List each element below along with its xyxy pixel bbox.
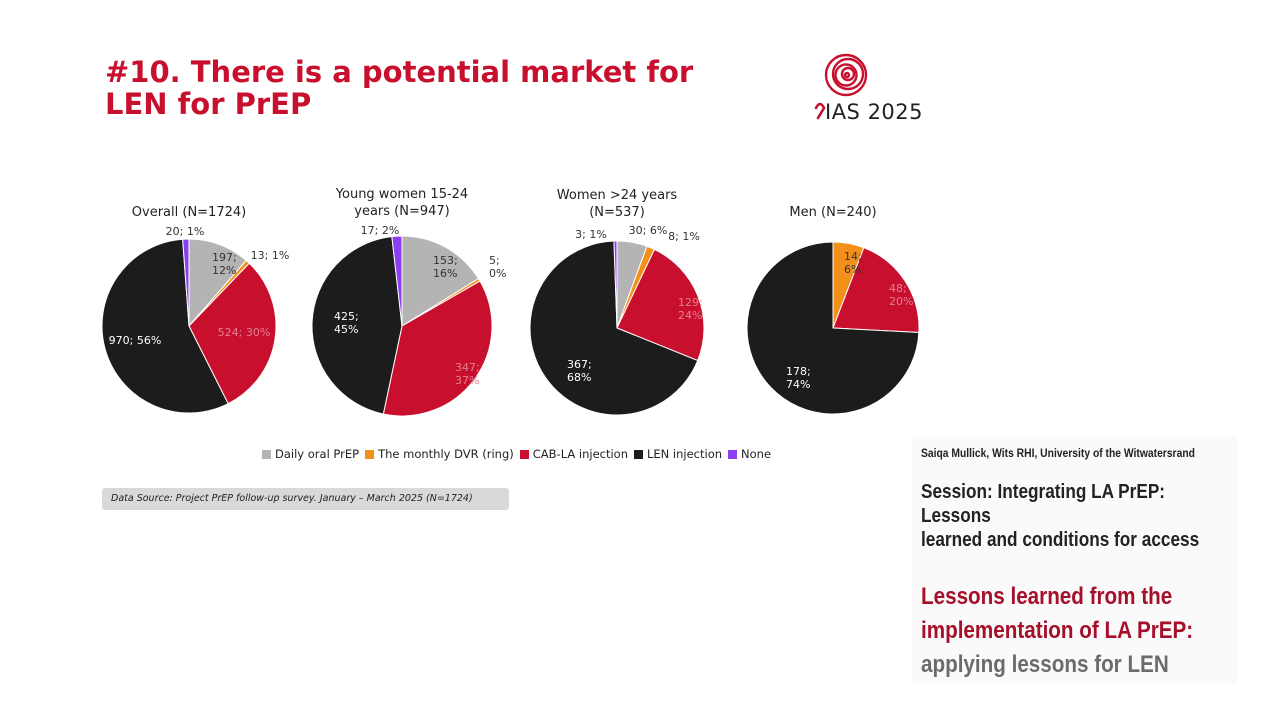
legend-swatch-len <box>634 449 643 459</box>
slide-title-line2: LEN for PrEP <box>105 87 312 121</box>
legend-label-len: LEN injection <box>647 447 723 461</box>
pie-slice-daily-oral-2 <box>401 235 480 327</box>
pie-slice-cab-la-3 <box>616 248 705 362</box>
pie-label-dvr-ring-2: 5; 0% <box>489 254 506 280</box>
pie-title-2: Young women 15-24 years (N=947) <box>335 187 468 219</box>
slide-title-line1: #10. There is a potential market for <box>105 55 694 89</box>
logo-text: IAS 2025 <box>825 100 924 124</box>
pie-label-daily-oral-1: 197; 12% <box>212 251 237 277</box>
legend-swatch-cab-la <box>519 449 529 459</box>
data-source-note: Data Source: Project PrEP follow-up surv… <box>102 488 509 510</box>
legend-item-cab-la: CAB-LA injection <box>519 447 628 461</box>
pie-chart-1: Overall (N=1724) 197; 12% 13; 1% 524; 30% 970… <box>101 205 290 414</box>
session-title-line2: learned and conditions for access <box>921 529 1200 551</box>
pie-label-daily-oral-3: 30; 6% <box>629 224 668 237</box>
pie-title-3: Women >24 years (N=537) <box>557 188 678 220</box>
legend-label-daily-oral: Daily oral PrEP <box>275 447 360 461</box>
pie-slice-len-1 <box>101 238 229 414</box>
lessons-line3: applying lessons for LEN <box>921 651 1169 678</box>
pie-slice-len-3 <box>529 240 699 416</box>
pie-chart-2: Young women 15-24 years (N=947) 153; 16% 5; 0… <box>311 187 506 417</box>
legend: Daily oral PrEP The monthly DVR (ring) C… <box>262 447 777 461</box>
pie-slice-len-2 <box>311 236 403 415</box>
pie-label-cab-la-3: 129; 24% <box>678 296 703 322</box>
pie-slice-cab-la-4 <box>832 247 920 334</box>
pie-label-none-1: 20; 1% <box>166 225 205 238</box>
pie-label-cab-la-2: 347; 37% <box>455 361 480 387</box>
lessons-title: Lessons learned from the implementation … <box>921 580 1231 682</box>
pie-title-1: Overall (N=1724) <box>132 205 246 220</box>
pie-slice-cab-la-2 <box>382 280 493 417</box>
pie-label-dvr-ring-1: 13; 1% <box>251 249 290 262</box>
pie-label-len-1: 970; 56% <box>109 334 162 347</box>
pie-label-dvr-ring-4: 14; 6% <box>844 250 862 276</box>
speaker-name: Saiqa Mullick, Wits RHI, University of t… <box>921 446 1195 460</box>
pie-slice-none-1 <box>182 238 190 327</box>
ias-logo-icon <box>814 53 868 120</box>
pie-chart-3: Women >24 years (N=537) 30; 6% 8; 1% 129; 24%… <box>529 188 705 416</box>
legend-label-none: None <box>741 447 772 461</box>
legend-item-dvr-ring: The monthly DVR (ring) <box>365 447 514 461</box>
legend-label-dvr-ring: The monthly DVR (ring) <box>378 447 514 461</box>
slide-title: #10. There is a potential market for LEN… <box>105 56 693 120</box>
legend-item-none: None <box>728 447 771 461</box>
legend-swatch-none <box>728 449 738 459</box>
pie-label-none-3: 3; 1% <box>575 228 607 241</box>
pie-label-daily-oral-2: 153; 16% <box>433 254 458 280</box>
pie-slice-daily-oral-1 <box>188 238 247 328</box>
legend-item-daily-oral: Daily oral PrEP <box>262 447 359 461</box>
pie-label-len-4: 178; 74% <box>786 365 811 391</box>
legend-label-cab-la: CAB-LA injection <box>532 447 628 461</box>
session-title: Session: Integrating LA PrEP: Lessons le… <box>921 480 1231 552</box>
pie-slice-none-2 <box>391 235 403 327</box>
pie-label-cab-la-1: 524; 30% <box>218 326 271 339</box>
pie-chart-4: Men (N=240) 14; 6% 48; 20% 178; 74% <box>746 205 920 415</box>
legend-item-len: LEN injection <box>634 447 722 461</box>
pie-label-len-2: 425; 45% <box>334 310 359 336</box>
pie-label-cab-la-4: 48; 20% <box>889 282 913 308</box>
session-title-line1: Session: Integrating LA PrEP: Lessons <box>921 481 1166 527</box>
pie-slice-none-3 <box>613 240 618 329</box>
speaker-video-panel <box>912 436 1237 684</box>
legend-swatch-daily-oral <box>262 449 271 459</box>
lessons-line2: implementation of LA PrEP: <box>921 617 1194 644</box>
pie-label-len-3: 367; 68% <box>567 358 592 384</box>
pie-label-none-2: 17; 2% <box>361 224 400 237</box>
pie-label-dvr-ring-3: 8; 1% <box>668 230 700 243</box>
pie-title-4: Men (N=240) <box>789 205 876 220</box>
legend-swatch-dvr-ring <box>365 449 375 459</box>
pie-slice-len-4 <box>746 241 920 415</box>
lessons-line1: Lessons learned from the <box>921 583 1173 610</box>
